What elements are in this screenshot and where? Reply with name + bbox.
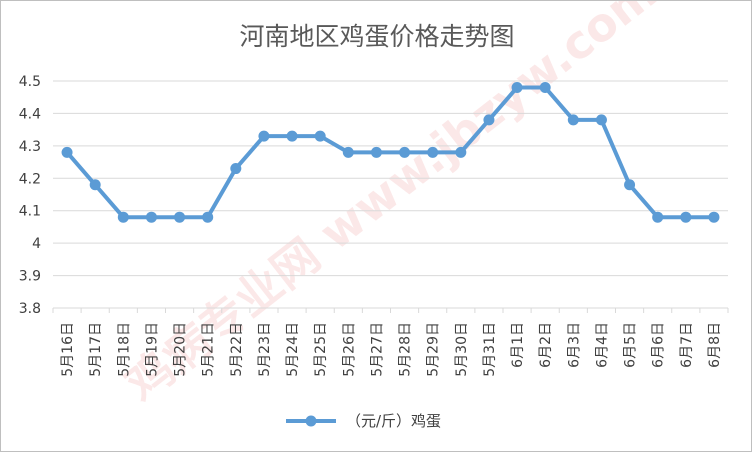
x-category-label: 5月21日 — [201, 322, 217, 377]
x-category-label: 5月17日 — [88, 322, 104, 377]
y-tick-label: 4 — [32, 236, 41, 252]
data-point — [230, 163, 242, 175]
data-point — [61, 146, 73, 158]
x-category-label: 6月7日 — [679, 322, 695, 368]
x-category-label: 5月28日 — [398, 322, 414, 377]
x-category-label: 6月1日 — [510, 322, 526, 368]
x-category-label: 5月19日 — [144, 322, 160, 377]
y-tick-label: 4.4 — [19, 106, 41, 122]
x-category-label: 6月4日 — [594, 322, 610, 368]
series-group — [61, 81, 720, 223]
x-category-label: 6月2日 — [538, 322, 554, 368]
data-point — [202, 211, 214, 223]
y-tick-label: 4.2 — [19, 171, 41, 187]
data-point — [483, 114, 495, 126]
y-axis-ticks: 3.8 3.9 4 4.1 4.2 4.3 4.4 4.5 — [19, 74, 41, 317]
data-point — [595, 114, 607, 126]
y-tick-label: 3.8 — [19, 301, 41, 317]
y-tick-label: 4.1 — [19, 204, 41, 220]
x-category-label: 6月5日 — [623, 322, 639, 368]
x-category-label: 5月29日 — [426, 322, 442, 377]
watermark-text: 鸡病专业网 www.jbzyw.com — [116, 1, 667, 412]
data-point — [370, 146, 382, 158]
x-category-label: 5月30日 — [454, 322, 470, 377]
data-point — [258, 130, 270, 142]
data-point — [708, 211, 720, 223]
x-category-label: 5月16日 — [60, 322, 76, 377]
x-category-label: 5月26日 — [341, 322, 357, 377]
data-point — [342, 146, 354, 158]
data-point — [427, 146, 439, 158]
x-category-label: 5月27日 — [369, 322, 385, 377]
watermark: 鸡病专业网 www.jbzyw.com — [116, 1, 667, 412]
x-category-label: 5月20日 — [173, 322, 189, 377]
x-category-label: 5月24日 — [285, 322, 301, 377]
y-tick-label: 4.5 — [19, 74, 41, 90]
data-point — [286, 130, 298, 142]
data-point — [652, 211, 664, 223]
data-point — [174, 211, 186, 223]
data-point — [567, 114, 579, 126]
x-category-label: 5月31日 — [482, 322, 498, 377]
data-point — [89, 179, 101, 191]
x-category-label: 5月23日 — [257, 322, 273, 377]
x-category-label: 5月18日 — [116, 322, 132, 377]
legend-label: （元/斤）鸡蛋 — [346, 412, 441, 430]
legend-marker — [305, 415, 317, 427]
x-category-label: 6月8日 — [707, 322, 723, 368]
x-category-label: 6月6日 — [651, 322, 667, 368]
data-point — [680, 211, 692, 223]
chart-title: 河南地区鸡蛋价格走势图 — [239, 22, 514, 51]
data-point — [399, 146, 411, 158]
y-tick-label: 3.9 — [19, 269, 41, 285]
x-category-label: 5月22日 — [229, 322, 245, 377]
data-point — [511, 81, 523, 93]
data-point — [314, 130, 326, 142]
data-point — [455, 146, 467, 158]
x-category-label: 5月25日 — [313, 322, 329, 377]
data-point — [117, 211, 129, 223]
y-tick-label: 4.3 — [19, 139, 41, 155]
x-axis-categories: 5月16日 5月17日 5月18日 5月19日 5月20日 5月21日 5月22日 5月23日… — [52, 307, 729, 377]
data-point — [539, 81, 551, 93]
data-point — [145, 211, 157, 223]
data-point — [624, 179, 636, 191]
x-category-label: 6月3日 — [566, 322, 582, 368]
grid-lines — [53, 80, 728, 309]
legend: （元/斤）鸡蛋 — [286, 412, 441, 430]
